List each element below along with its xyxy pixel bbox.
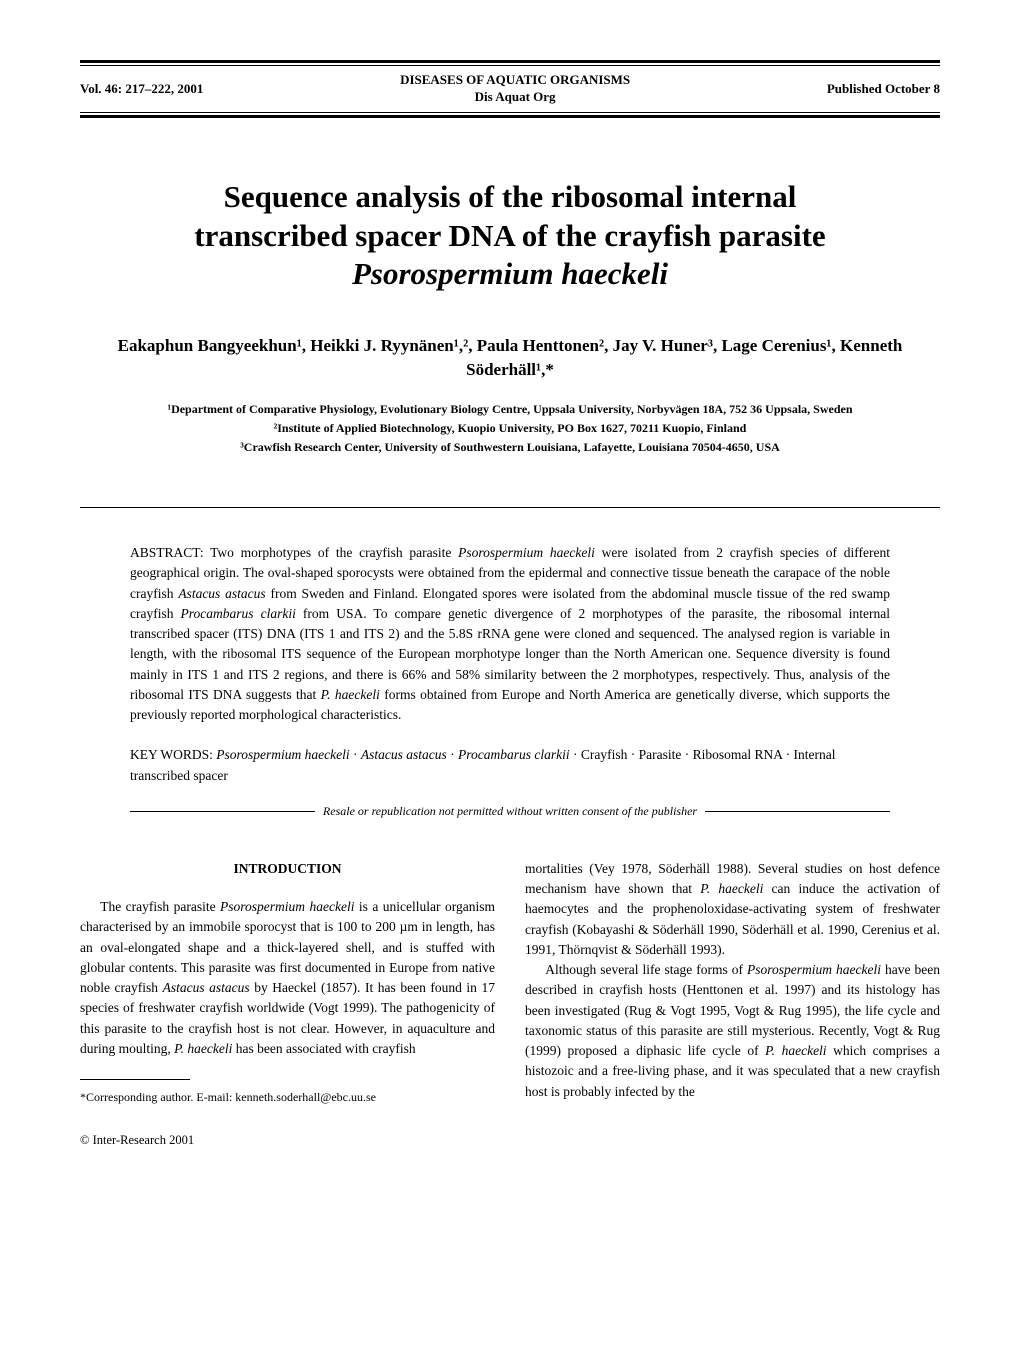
abstract: ABSTRACT: Two morphotypes of the crayfis… (130, 543, 890, 725)
affiliation-2: ²Institute of Applied Biotechnology, Kuo… (80, 419, 940, 438)
journal-title-block: DISEASES OF AQUATIC ORGANISMS Dis Aquat … (400, 72, 630, 106)
abstract-label: ABSTRACT: (130, 545, 204, 560)
volume-info: Vol. 46: 217–222, 2001 (80, 81, 203, 97)
title-line2: transcribed spacer DNA of the crayfish p… (194, 218, 825, 253)
intro-para-1: The crayfish parasite Psorospermium haec… (80, 897, 495, 1059)
title-line1: Sequence analysis of the ribosomal inter… (224, 179, 797, 214)
corresponding-author-footnote: *Corresponding author. E-mail: kenneth.s… (80, 1088, 495, 1106)
title-species: Psorospermium haeckeli (352, 256, 668, 291)
resale-text: Resale or republication not permitted wi… (315, 804, 705, 819)
keywords-label: KEY WORDS: (130, 747, 213, 762)
affiliation-3: ³Crawfish Research Center, University of… (80, 438, 940, 457)
journal-header-inner: Vol. 46: 217–222, 2001 DISEASES OF AQUAT… (80, 65, 940, 113)
journal-name: DISEASES OF AQUATIC ORGANISMS (400, 72, 630, 89)
author-list: Eakaphun Bangyeekhun¹, Heikki J. Ryynäne… (80, 334, 940, 382)
affiliation-1: ¹Department of Comparative Physiology, E… (80, 400, 940, 419)
article-title: Sequence analysis of the ribosomal inter… (80, 178, 940, 294)
copyright: © Inter-Research 2001 (80, 1131, 495, 1150)
journal-abbrev: Dis Aquat Org (400, 89, 630, 106)
intro-para-1-cont: mortalities (Vey 1978, Söderhäll 1988). … (525, 859, 940, 960)
resale-notice: Resale or republication not permitted wi… (130, 804, 890, 819)
affiliations: ¹Department of Comparative Physiology, E… (80, 400, 940, 458)
keywords: KEY WORDS: Psorospermium haeckeli · Asta… (130, 745, 890, 786)
footnote-divider (80, 1079, 190, 1080)
body-columns: INTRODUCTION The crayfish parasite Psoro… (80, 859, 940, 1150)
abstract-body: Two morphotypes of the crayfish parasite… (130, 545, 890, 722)
keywords-body: Psorospermium haeckeli · Astacus astacus… (130, 747, 835, 782)
section-heading-intro: INTRODUCTION (80, 859, 495, 879)
intro-para-2: Although several life stage forms of Pso… (525, 960, 940, 1102)
journal-header: Vol. 46: 217–222, 2001 DISEASES OF AQUAT… (80, 60, 940, 118)
publish-date: Published October 8 (827, 81, 940, 97)
right-column: mortalities (Vey 1978, Söderhäll 1988). … (525, 859, 940, 1150)
left-column: INTRODUCTION The crayfish parasite Psoro… (80, 859, 495, 1150)
divider-top (80, 507, 940, 508)
